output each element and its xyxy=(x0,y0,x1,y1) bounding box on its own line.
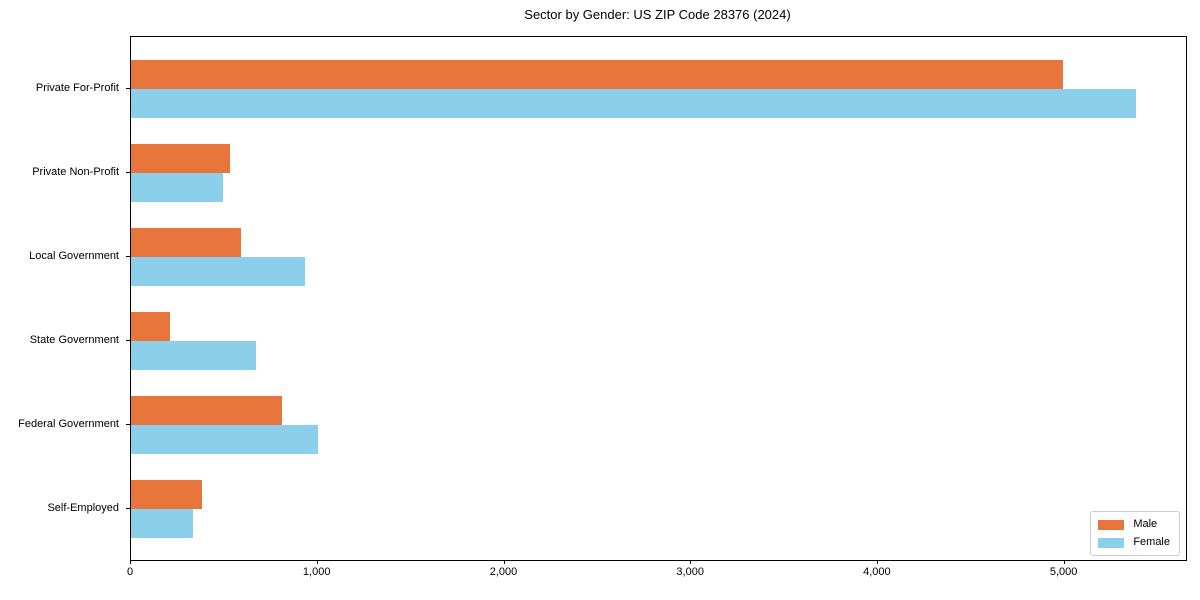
category-label-private-for-profit: Private For-Profit xyxy=(35,82,119,95)
legend-swatch-male xyxy=(1098,519,1125,530)
bar-male-state-government xyxy=(131,312,171,342)
y-tick-mark xyxy=(126,508,130,510)
x-tick-mark xyxy=(316,560,318,564)
x-tick-label-5-000: 5,000 xyxy=(1049,566,1078,578)
x-tick-mark xyxy=(1063,560,1065,564)
category-label-federal-government: Federal Government xyxy=(18,418,119,431)
y-tick-mark xyxy=(126,424,130,426)
chart-title: Sector by Gender: US ZIP Code 28376 (202… xyxy=(524,7,791,22)
legend-entry-male: Male xyxy=(1098,518,1170,531)
x-tick-label-2-000: 2,000 xyxy=(489,566,518,578)
legend-label-female: Female xyxy=(1133,536,1170,548)
bar-male-federal-government xyxy=(131,396,283,426)
bar-male-private-for-profit xyxy=(131,60,1063,90)
y-tick-mark xyxy=(126,340,130,342)
bar-female-private-non-profit xyxy=(131,173,223,203)
y-tick-mark xyxy=(126,172,130,174)
legend: Male Female xyxy=(1090,511,1180,556)
x-tick-mark xyxy=(876,560,878,564)
x-tick-label-4-000: 4,000 xyxy=(863,566,891,578)
bar-female-self-employed xyxy=(131,509,193,539)
category-label-private-non-profit: Private Non-Profit xyxy=(32,166,119,179)
x-tick-label-3-000: 3,000 xyxy=(676,566,704,578)
x-tick-label-1-000: 1,000 xyxy=(302,566,331,578)
y-tick-mark xyxy=(126,88,130,90)
bar-female-state-government xyxy=(131,341,257,371)
x-tick-label-0: 0 xyxy=(126,566,134,578)
bar-female-federal-government xyxy=(131,425,318,455)
bar-male-self-employed xyxy=(131,480,202,510)
x-tick-mark xyxy=(503,560,505,564)
legend-entry-female: Female xyxy=(1098,536,1170,549)
plot-area: Male Female xyxy=(130,36,1187,561)
bar-male-private-non-profit xyxy=(131,144,230,174)
category-label-local-government: Local Government xyxy=(29,250,119,263)
bar-male-local-government xyxy=(131,228,242,258)
legend-swatch-female xyxy=(1098,537,1125,548)
x-tick-mark xyxy=(130,560,131,564)
x-tick-mark xyxy=(690,560,692,564)
bar-female-local-government xyxy=(131,257,305,287)
y-tick-mark xyxy=(126,256,130,258)
legend-label-male: Male xyxy=(1133,518,1158,530)
category-label-self-employed: Self-Employed xyxy=(47,502,119,515)
category-label-state-government: State Government xyxy=(29,334,119,347)
bar-female-private-for-profit xyxy=(131,89,1136,119)
